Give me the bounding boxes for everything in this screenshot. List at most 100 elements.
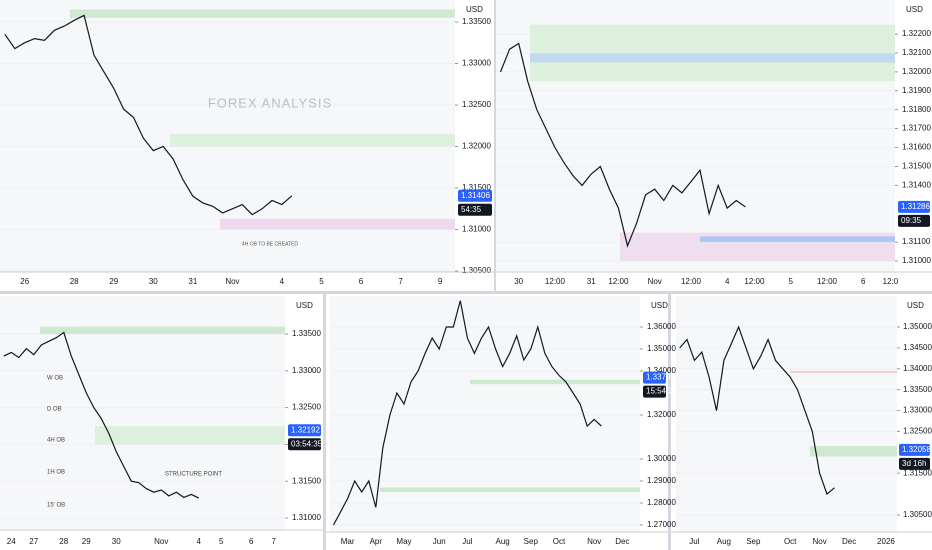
x-tick-label: 28 [59,537,68,546]
x-tick-label: Jul [462,537,472,546]
x-tick-label: 12:0 [883,277,899,286]
timer: 03:54:35 [291,439,323,448]
price-label: 1.33701 [646,373,675,382]
x-tick-label: Aug [717,537,731,546]
price-line [679,325,835,496]
y-tick-label: 1.33500 [903,385,932,394]
timer: 3d 16h [902,459,926,468]
y-tick-label: 1.33000 [292,366,321,375]
x-tick-label: Sep [746,537,761,546]
y-tick-label: 1.27000 [647,520,676,529]
x-tick-label: 4 [725,277,730,286]
panel-bg [330,296,640,532]
x-tick-label: 6 [359,277,364,286]
zone [170,134,455,147]
y-tick-label: 1.31700 [902,124,931,133]
x-tick-label: 27 [29,537,38,546]
currency: USD [651,301,668,310]
y-tick-label: 1.34000 [903,364,932,373]
separator [494,0,496,292]
y-tick-label: 1.30500 [462,266,491,275]
zone [530,52,895,63]
x-tick-label: Nov [587,537,601,546]
x-tick-label: 24 [7,537,16,546]
x-tick-label: 26 [20,277,29,286]
x-tick-label: 5 [319,277,324,286]
x-tick-label: Dec [615,537,629,546]
price-badge [898,200,930,213]
timer: 54:35 [461,205,482,214]
price-label: 1.32192 [291,425,320,434]
timer-badge [458,203,492,216]
x-tick-label: Oct [553,537,566,546]
x-tick-label: 6 [861,277,866,286]
x-tick-label: 31 [188,277,197,286]
y-tick-label: 1.31500 [902,162,931,171]
x-tick-label: 30 [112,537,121,546]
currency: USD [907,301,924,310]
price-line [332,300,602,526]
y-tick-label: 1.30500 [903,510,932,519]
y-tick-label: 1.31400 [902,180,931,189]
y-tick-label: 1.32200 [902,29,931,38]
y-tick-label: 1.34000 [647,366,676,375]
x-tick-label: 12:00 [608,277,629,286]
timer: 15:54:35 [646,387,678,396]
price-line [499,42,746,248]
x-tick-label: 4 [197,537,202,546]
x-tick-label: 31 [587,277,596,286]
y-tick-label: 1.32000 [462,142,491,151]
x-tick-label: 29 [109,277,118,286]
y-tick-label: 1.32500 [462,100,491,109]
x-tick-label: Sep [524,537,539,546]
annotation: W OB [47,376,63,382]
zone [220,218,455,230]
y-tick-label: 1.32500 [292,403,321,412]
y-tick-label: 1.36000 [647,322,676,331]
currency: USD [296,301,313,310]
price-line [3,331,200,499]
price-label: 1.31286 [901,202,930,211]
watermark: FOREX ANALYSIS [208,95,332,110]
x-tick-label: 4 [280,277,285,286]
y-tick-label: 1.29000 [647,476,676,485]
separator [323,292,326,550]
y-tick-label: 1.30000 [647,454,676,463]
y-tick-label: 1.31800 [902,105,931,114]
x-tick-label: May [396,537,411,546]
annotation: STRUCTURE POINT [165,472,222,478]
y-tick-label: 1.31000 [902,256,931,265]
panel-bg [0,296,285,530]
y-tick-label: 1.31500 [462,183,491,192]
y-tick-label: 1.33500 [462,17,491,26]
x-tick-label: 28 [70,277,79,286]
y-tick-label: 1.33500 [292,329,321,338]
y-tick-label: 1.31500 [903,468,932,477]
x-tick-label: Aug [495,537,509,546]
separator [668,292,671,550]
price-line [4,14,293,216]
price-badge [458,189,492,202]
y-tick-label: 1.34500 [903,343,932,352]
x-tick-label: 7 [272,537,277,546]
x-tick-label: 30 [149,277,158,286]
price-badge [288,424,321,437]
x-tick-label: 6 [249,537,254,546]
annotation: 4H OB [47,438,65,444]
annotation: 15' OB [47,503,65,509]
y-tick-label: 1.31000 [292,513,321,522]
timer-badge [643,385,666,398]
timer-badge [288,438,321,451]
x-tick-label: 2026 [877,537,895,546]
y-tick-label: 1.33000 [462,59,491,68]
y-tick-label: 1.28000 [647,498,676,507]
zone [70,9,455,18]
x-tick-label: Mar [341,537,355,546]
annotation: 1H OB [47,470,65,476]
timer-badge [898,214,930,227]
x-tick-label: Nov [225,277,239,286]
zone [700,236,895,243]
y-tick-label: 1.35000 [647,344,676,353]
zone [810,446,897,457]
